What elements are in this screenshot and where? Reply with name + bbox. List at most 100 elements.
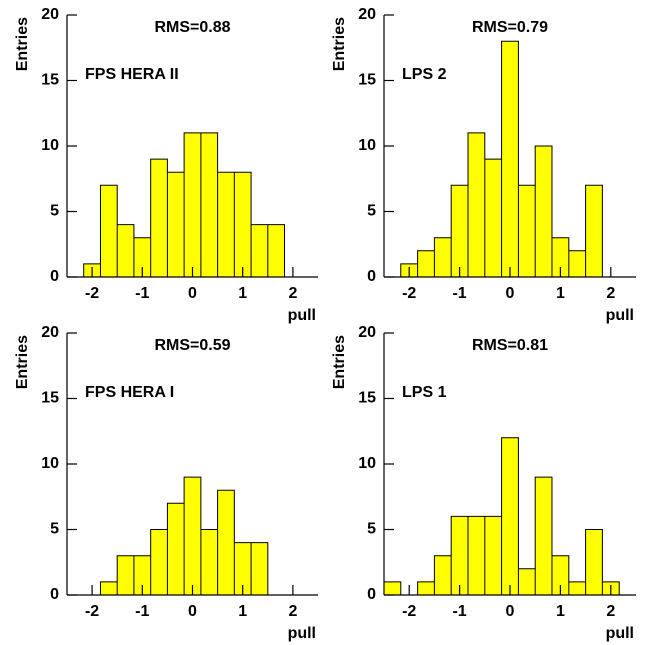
detector-label: FPS HERA II: [85, 66, 179, 83]
bar-outline: [383, 437, 620, 596]
y-tick-label: 10: [358, 137, 376, 154]
bar: [451, 516, 469, 595]
x-tick-label: -1: [452, 285, 466, 302]
x-tick-label: -2: [402, 603, 416, 620]
bar: [217, 172, 235, 277]
x-tick-label: 0: [188, 603, 197, 620]
x-tick-label: 1: [238, 285, 247, 302]
y-axis-label: Entries: [331, 335, 348, 389]
bar: [484, 516, 502, 595]
bar: [184, 132, 201, 277]
x-tick-label: 1: [238, 603, 247, 620]
y-axis-label: Entries: [14, 335, 31, 389]
x-tick-label: 0: [506, 603, 515, 620]
y-tick-label: 15: [358, 72, 376, 89]
y-tick-label: 20: [358, 324, 376, 341]
y-tick-label: 10: [41, 137, 59, 154]
x-axis-label: pull: [288, 625, 316, 642]
y-tick-label: 10: [41, 455, 59, 472]
x-tick-label: -1: [135, 603, 149, 620]
bar: [217, 490, 235, 595]
bar: [518, 568, 536, 595]
bar: [568, 250, 586, 277]
bar: [468, 132, 485, 277]
bar: [100, 581, 118, 595]
bar: [267, 224, 285, 277]
x-tick-label: -2: [85, 603, 99, 620]
bar-outline: [99, 476, 269, 595]
y-tick-label: 0: [367, 268, 376, 285]
bar: [251, 542, 268, 595]
y-axis-label: Entries: [331, 17, 348, 71]
x-axis-label: pull: [288, 307, 316, 324]
bar: [451, 185, 469, 277]
bar: [117, 224, 134, 277]
bar: [150, 159, 168, 277]
bar: [417, 250, 435, 277]
x-tick-label: -2: [85, 285, 99, 302]
y-tick-label: 10: [358, 455, 376, 472]
bar: [384, 581, 401, 595]
bar: [484, 159, 502, 277]
bar: [535, 477, 552, 595]
bar: [468, 516, 485, 595]
bar: [585, 529, 603, 595]
bar: [167, 172, 185, 277]
y-tick-label: 0: [367, 586, 376, 603]
bar: [133, 555, 151, 595]
x-tick-label: 1: [556, 285, 565, 302]
bar: [568, 581, 586, 595]
x-tick-label: -1: [452, 603, 466, 620]
bar: [150, 529, 168, 595]
x-tick-label: 2: [606, 603, 615, 620]
y-axis-label: Entries: [14, 17, 31, 71]
y-tick-label: 5: [50, 203, 59, 220]
detector-label: FPS HERA I: [85, 384, 174, 401]
bar: [501, 41, 519, 278]
bar: [434, 237, 452, 277]
bar: [167, 503, 185, 595]
bar: [234, 542, 252, 595]
y-tick-label: 0: [50, 586, 59, 603]
y-tick-label: 15: [41, 72, 59, 89]
x-tick-label: 2: [288, 603, 297, 620]
bar: [535, 146, 552, 277]
x-tick-label: 0: [188, 285, 197, 302]
bar: [200, 529, 218, 595]
detector-label: LPS 1: [402, 384, 447, 401]
bar: [434, 555, 452, 595]
bar: [551, 237, 569, 277]
x-axis-label: pull: [606, 625, 634, 642]
bar: [117, 555, 134, 595]
x-tick-label: 2: [288, 285, 297, 302]
y-tick-label: 20: [358, 6, 376, 23]
x-tick-label: 0: [506, 285, 515, 302]
bar: [133, 237, 151, 277]
x-tick-label: 2: [606, 285, 615, 302]
rms-label: RMS=0.88: [154, 19, 230, 36]
bar: [417, 581, 435, 595]
y-tick-label: 20: [41, 324, 59, 341]
bar: [518, 185, 536, 277]
rms-label: RMS=0.59: [154, 337, 230, 354]
y-tick-label: 15: [358, 390, 376, 407]
bar: [585, 185, 603, 277]
x-tick-label: -1: [135, 285, 149, 302]
y-tick-label: 5: [50, 521, 59, 538]
x-tick-label: 1: [556, 603, 565, 620]
bar: [551, 555, 569, 595]
x-axis-label: pull: [606, 307, 634, 324]
bar: [200, 132, 218, 277]
detector-label: LPS 2: [402, 66, 447, 83]
rms-label: RMS=0.81: [472, 337, 548, 354]
y-tick-label: 5: [367, 203, 376, 220]
y-tick-label: 20: [41, 6, 59, 23]
bar: [234, 172, 252, 277]
bar: [100, 185, 118, 277]
y-tick-label: 15: [41, 390, 59, 407]
x-tick-label: -2: [402, 285, 416, 302]
rms-label: RMS=0.79: [472, 19, 548, 36]
y-tick-label: 5: [367, 521, 376, 538]
bar: [184, 477, 201, 595]
